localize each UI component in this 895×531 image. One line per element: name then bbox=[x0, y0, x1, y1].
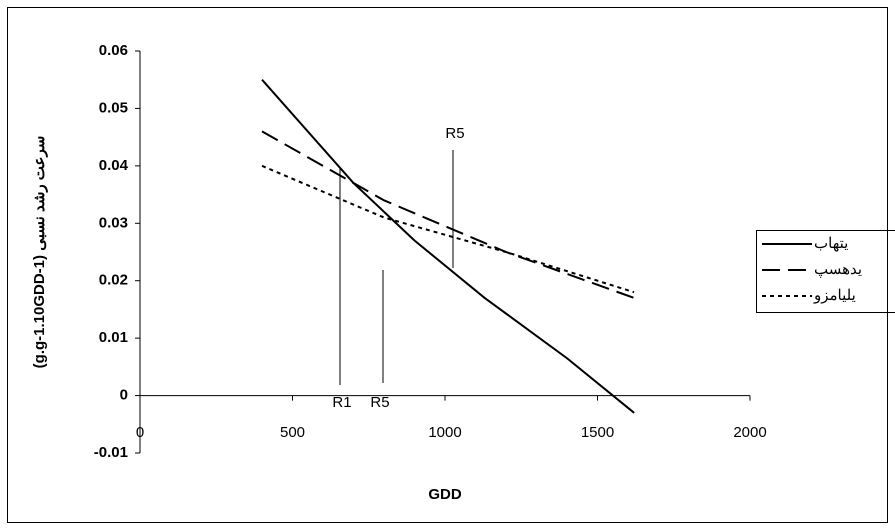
chart-frame bbox=[7, 7, 888, 523]
y-tick-label: 0.06 bbox=[99, 42, 128, 59]
y-tick-label: 0.04 bbox=[99, 157, 129, 174]
y-tick-label: 0.01 bbox=[99, 329, 128, 346]
x-tick-label: 0 bbox=[136, 424, 144, 441]
x-tick-label: 2000 bbox=[733, 424, 766, 441]
legend-label: یتهاب bbox=[814, 235, 848, 252]
legend-label: یلیامزو bbox=[813, 287, 856, 304]
x-tick-label: 500 bbox=[280, 424, 305, 441]
y-tick-label: 0.03 bbox=[99, 214, 128, 231]
line-series bbox=[261, 79, 635, 414]
y-axis-label: سرعت رشد نسبی (g.g-1.10GDD-1) bbox=[31, 136, 48, 369]
annotation: R5 bbox=[370, 394, 389, 411]
x-axis-label: GDD bbox=[428, 486, 462, 503]
legend-label: یدهسپ bbox=[814, 261, 862, 278]
x-tick-label: 1000 bbox=[428, 424, 461, 441]
y-tick-label: 0.05 bbox=[99, 99, 128, 116]
legend-frame bbox=[756, 230, 895, 313]
y-tick-label: 0.02 bbox=[99, 272, 128, 289]
y-tick-label: 0 bbox=[120, 387, 128, 404]
y-tick-label: -0.01 bbox=[94, 444, 128, 461]
line-series bbox=[261, 164, 635, 294]
line-series bbox=[261, 130, 635, 299]
x-tick-label: 1500 bbox=[581, 424, 614, 441]
annotation: R1 bbox=[332, 394, 351, 411]
annotation: R5 bbox=[445, 125, 464, 142]
